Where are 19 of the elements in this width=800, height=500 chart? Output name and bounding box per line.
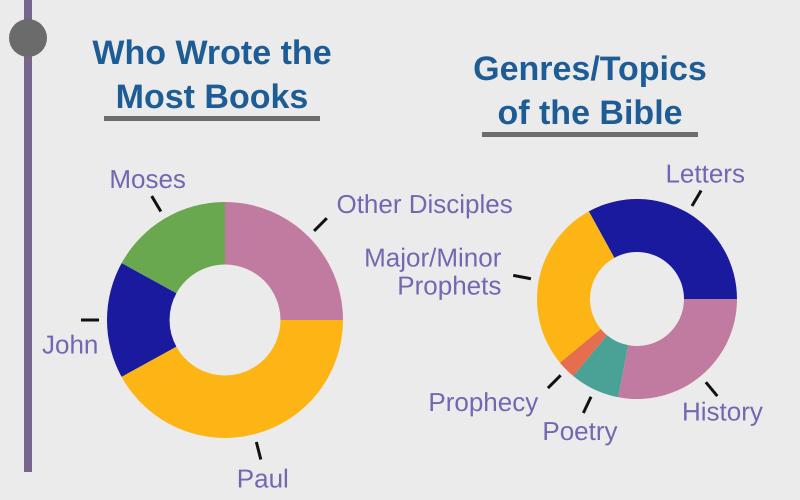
slice-label: History xyxy=(682,396,763,426)
slice-label: Letters xyxy=(665,158,745,189)
slice-label: Paul xyxy=(236,464,289,494)
slice-label: Prophecy xyxy=(428,387,538,418)
donut-slice xyxy=(618,299,737,399)
donut-slice xyxy=(122,202,225,294)
donut-slice xyxy=(107,263,176,377)
donut-slice xyxy=(573,335,628,398)
donut-slice xyxy=(560,328,608,376)
donut-slice xyxy=(122,320,343,438)
slice-label: John xyxy=(42,330,98,360)
donut-slice xyxy=(588,199,737,299)
slice-label: Moses xyxy=(109,164,186,194)
donut-slice xyxy=(537,211,614,363)
slice-label: Major/Minor Prophets xyxy=(364,242,502,301)
slice-label: Other Disciples xyxy=(336,189,513,220)
chart-title: Who Wrote the Most Books xyxy=(92,34,332,116)
chart-title: Genres/Topics of the Bible xyxy=(473,50,707,132)
slice-label: Poetry xyxy=(542,416,618,446)
